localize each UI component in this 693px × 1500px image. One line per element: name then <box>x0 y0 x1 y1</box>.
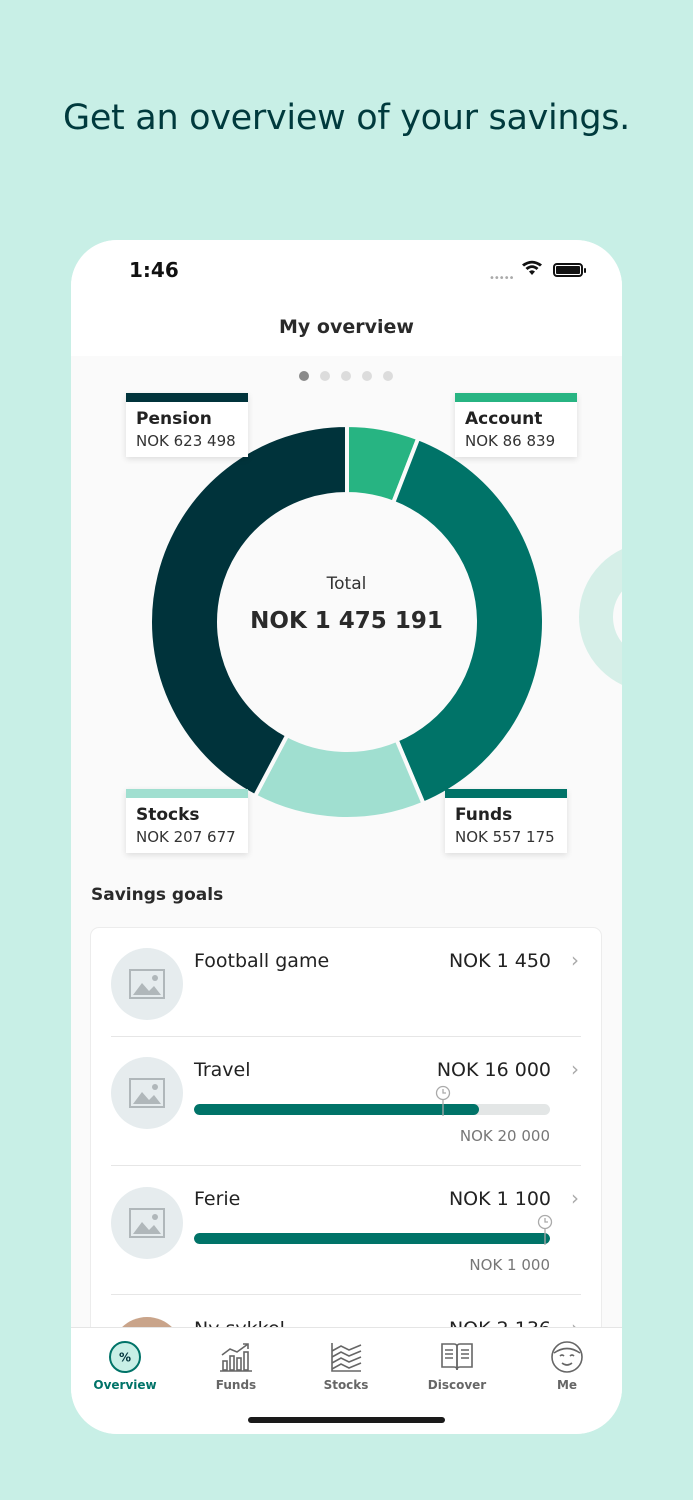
tab-label: Overview <box>93 1378 157 1392</box>
goal-travel[interactable]: Travel NOK 16 000 › NOK 20 000 <box>91 1037 601 1165</box>
clock-marker-icon <box>537 1214 552 1245</box>
goal-target: NOK 20 000 <box>459 1127 550 1145</box>
legend-name: Funds <box>455 805 513 825</box>
goal-name: Travel <box>194 1059 251 1081</box>
goal-name: Football game <box>194 950 330 972</box>
legend-name: Account <box>465 409 543 429</box>
goal-progress-fill <box>194 1104 479 1115</box>
legend-name: Stocks <box>136 805 200 825</box>
tab-bar: % Overview Funds Stocks Discover Me <box>71 1327 622 1434</box>
goal-football-game[interactable]: Football game NOK 1 450 › <box>91 928 601 1036</box>
status-bar: 1:46 ••••• <box>71 240 622 298</box>
signal-icon: ••••• <box>489 273 514 284</box>
total-value: NOK 1 475 191 <box>250 608 443 634</box>
headline: Get an overview of your savings. <box>63 98 630 138</box>
page-indicator[interactable] <box>299 371 393 381</box>
legend-color-bar <box>126 789 248 798</box>
bar-chart-icon <box>220 1343 252 1372</box>
book-icon <box>441 1343 473 1371</box>
goal-amount: NOK 1 100 <box>448 1188 551 1210</box>
tab-discover[interactable]: Discover <box>412 1338 502 1392</box>
status-time: 1:46 <box>129 258 179 282</box>
page-dot[interactable] <box>320 371 330 381</box>
legend-funds[interactable]: Funds NOK 557 175 <box>445 789 567 853</box>
total-label: Total <box>326 574 367 594</box>
tab-label: Funds <box>215 1378 257 1392</box>
goal-ferie[interactable]: Ferie NOK 1 100 › NOK 1 000 <box>91 1166 601 1294</box>
percent-icon: % <box>109 1341 141 1373</box>
legend-value: NOK 557 175 <box>455 828 555 846</box>
goal-amount: NOK 1 450 <box>448 950 551 972</box>
tab-funds[interactable]: Funds <box>191 1338 281 1392</box>
page-dot[interactable] <box>341 371 351 381</box>
goal-image-placeholder <box>111 1187 183 1259</box>
tab-me[interactable]: Me <box>522 1338 612 1392</box>
divider <box>111 1036 581 1037</box>
page-dot[interactable] <box>362 371 372 381</box>
legend-name: Pension <box>136 409 212 429</box>
tab-label: Discover <box>427 1378 487 1392</box>
divider <box>111 1294 581 1295</box>
legend-color-bar <box>126 393 248 402</box>
goal-progress-bar <box>194 1233 550 1244</box>
chevron-right-icon: › <box>571 948 579 972</box>
legend-account[interactable]: Account NOK 86 839 <box>455 393 577 457</box>
image-icon <box>129 969 165 999</box>
area-chart-icon <box>331 1343 362 1372</box>
chevron-right-icon: › <box>571 1186 579 1210</box>
legend-stocks[interactable]: Stocks NOK 207 677 <box>126 789 248 853</box>
goal-name: Ferie <box>194 1188 241 1210</box>
legend-color-bar <box>455 393 577 402</box>
donut-slice-pension[interactable] <box>148 423 349 799</box>
donut-slice-funds[interactable] <box>390 435 546 807</box>
goal-progress-bar <box>194 1104 550 1115</box>
tab-overview[interactable]: % Overview <box>80 1338 170 1392</box>
chevron-right-icon: › <box>571 1057 579 1081</box>
legend-pension[interactable]: Pension NOK 623 498 <box>126 393 248 457</box>
tab-stocks[interactable]: Stocks <box>301 1338 391 1392</box>
legend-value: NOK 86 839 <box>465 432 556 450</box>
wifi-icon <box>522 260 542 275</box>
savings-donut-chart[interactable] <box>148 423 546 821</box>
goal-target: NOK 1 000 <box>469 1256 550 1274</box>
goal-amount: NOK 16 000 <box>436 1059 551 1081</box>
page-dot[interactable] <box>299 371 309 381</box>
legend-value: NOK 623 498 <box>136 432 236 450</box>
image-icon <box>129 1208 165 1238</box>
savings-goals-list: Football game NOK 1 450 › Travel NOK 16 … <box>91 928 601 1348</box>
goal-progress-fill <box>194 1233 550 1244</box>
image-icon <box>129 1078 165 1108</box>
clock-marker-icon <box>436 1085 451 1116</box>
goal-image-placeholder <box>111 948 183 1020</box>
legend-color-bar <box>445 789 567 798</box>
divider <box>111 1165 581 1166</box>
legend-value: NOK 207 677 <box>136 828 236 846</box>
battery-icon <box>553 263 586 277</box>
savings-goals-title: Savings goals <box>91 885 224 905</box>
page-title: My overview <box>279 316 414 338</box>
face-icon <box>551 1341 583 1373</box>
nav-bar: My overview <box>71 298 622 356</box>
tab-label: Stocks <box>323 1378 369 1392</box>
svg-text:%: % <box>119 1351 131 1365</box>
home-indicator[interactable] <box>248 1417 445 1423</box>
page-dot[interactable] <box>383 371 393 381</box>
tab-label: Me <box>556 1378 578 1392</box>
goal-image-placeholder <box>111 1057 183 1129</box>
phone-frame: 1:46 ••••• My overview Total NOK 1 475 1… <box>71 240 622 1434</box>
